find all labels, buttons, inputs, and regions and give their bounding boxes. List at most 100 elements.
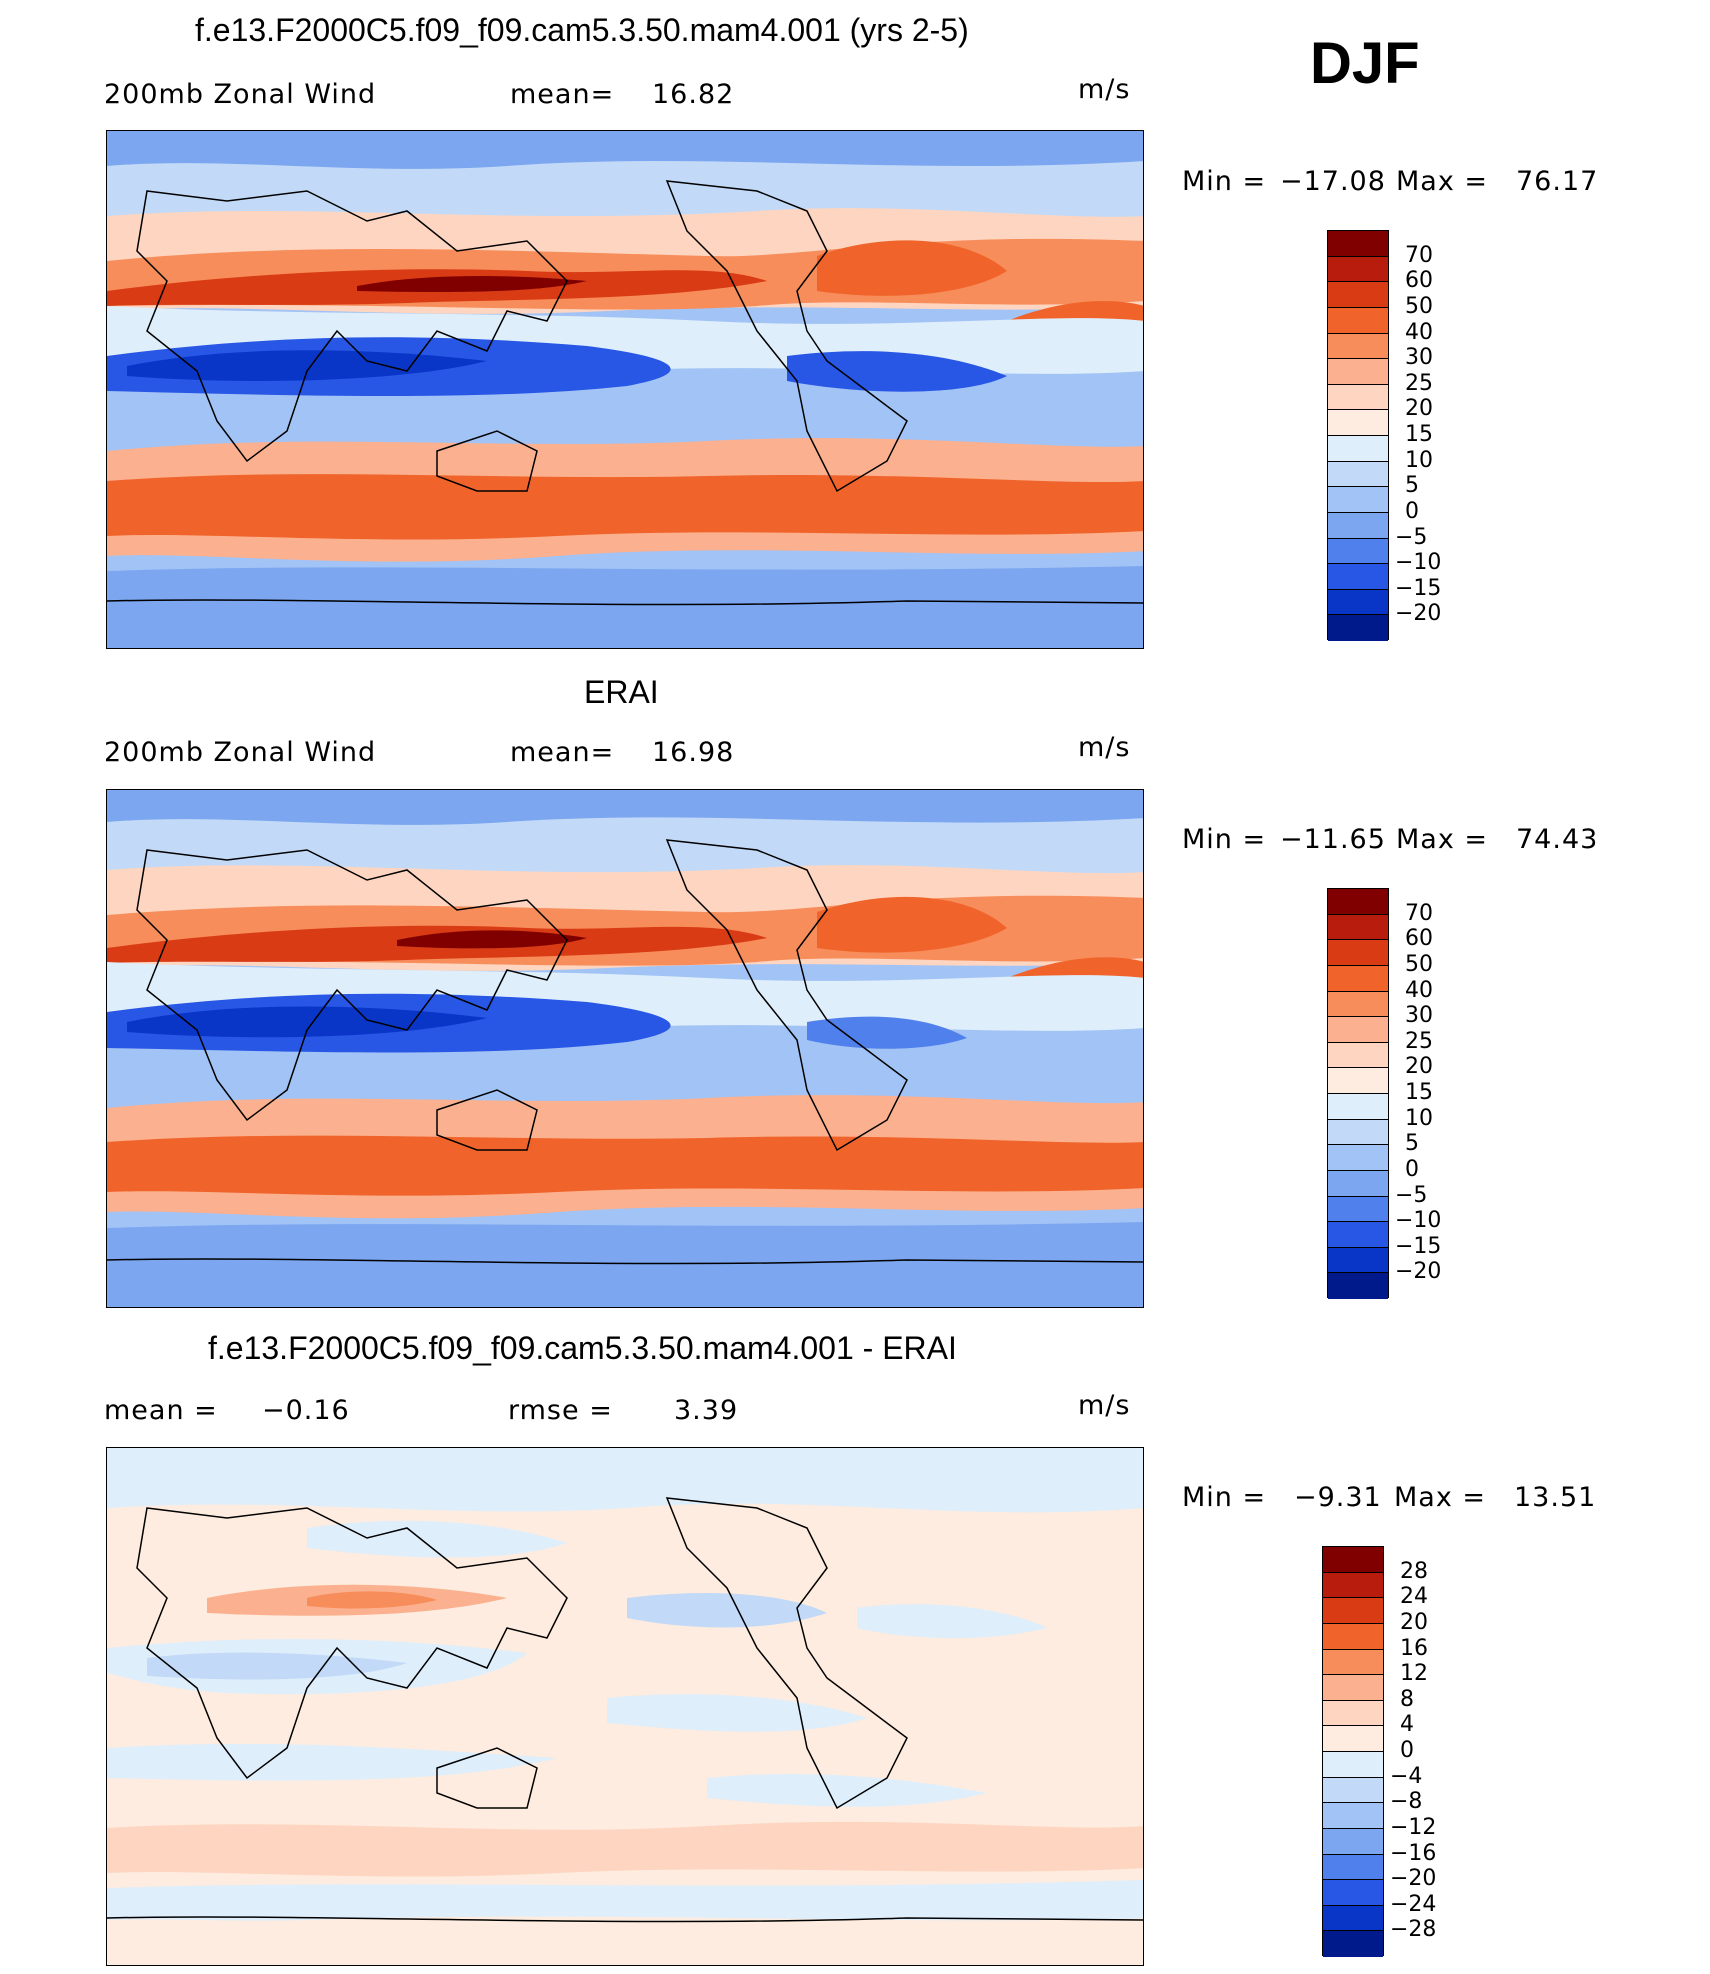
panel-1-min-value: −17.08 [1280,166,1386,197]
colorbar-tick-label: −5 [1395,1182,1428,1208]
panel-3-min-label: Min = [1182,1482,1267,1513]
colorbar-tick-label: 30 [1405,345,1433,371]
colorbar-tick-label: −8 [1390,1789,1423,1815]
panel-1-min-label: Min = [1182,166,1267,197]
colorbar-tick-label: 25 [1405,370,1433,396]
colorbar-cell [1328,940,1388,966]
panel-2-max-label: Max = [1396,824,1489,855]
colorbar-cell [1328,384,1388,411]
colorbar-cell [1323,1700,1383,1727]
colorbar-tick-label: 15 [1405,422,1433,447]
panel-3-min-value: −9.31 [1294,1482,1382,1513]
colorbar-tick-label: −10 [1395,1208,1442,1234]
colorbar-tick-label: 0 [1405,498,1419,524]
panel-1-max-value: 76.17 [1516,166,1599,197]
colorbar-cell [1323,1777,1383,1804]
colorbar-tick-label: 16 [1400,1635,1428,1661]
panel-3-max-label: Max = [1394,1482,1487,1513]
colorbar-tick-label: −15 [1395,575,1442,601]
panel-3-colorbar [1322,1546,1384,1957]
colorbar-cell [1328,333,1388,360]
colorbar-cell [1328,1170,1388,1197]
panel-2-colorbar [1327,888,1389,1299]
panel-1-variable-label: 200mb Zonal Wind [104,79,377,110]
colorbar-tick-label: 15 [1405,1080,1433,1105]
panel-1-mean-label: mean= [510,79,615,110]
panel-2-units: m/s [1078,732,1131,763]
colorbar-cell [1328,965,1388,992]
colorbar-tick-label: 40 [1405,977,1433,1003]
colorbar-tick-label: 30 [1405,1003,1433,1029]
colorbar-tick-label: 60 [1405,926,1433,952]
panel-1-mean-value: 16.82 [652,79,735,110]
colorbar-cell [1328,1145,1388,1171]
panel-1-colorbar [1327,230,1389,641]
colorbar-tick-label: 20 [1400,1609,1428,1635]
panel-2-max-value: 74.43 [1516,824,1599,855]
season-label: DJF [1310,31,1420,96]
panel-3-rmse-label: rmse = [508,1395,613,1426]
colorbar-cell [1328,1068,1388,1094]
colorbar-cell [1323,1547,1383,1573]
colorbar-cell [1323,1726,1383,1752]
colorbar-tick-label: 28 [1400,1558,1428,1584]
colorbar-cell [1328,991,1388,1018]
panel-3-mean-label: mean = [104,1395,218,1426]
colorbar-tick-label: 8 [1400,1686,1414,1712]
colorbar-tick-label: −28 [1390,1917,1437,1943]
colorbar-cell [1323,1854,1383,1881]
panel-1-map [106,130,1144,649]
colorbar-tick-label: 20 [1405,1054,1433,1080]
colorbar-cell [1323,1623,1383,1650]
colorbar-cell [1323,1598,1383,1624]
colorbar-cell [1328,1247,1388,1274]
colorbar-tick-label: 0 [1405,1156,1419,1182]
colorbar-cell [1328,1273,1388,1299]
colorbar-cell [1328,1042,1388,1069]
colorbar-cell [1328,538,1388,565]
panel-1-contour-field [107,131,1143,648]
panel-1-title: f.e13.F2000C5.f09_f09.cam5.3.50.mam4.001… [195,12,969,48]
colorbar-cell [1328,410,1388,436]
colorbar-cell [1328,1017,1388,1043]
panel-3-rmse-value: 3.39 [674,1395,739,1426]
colorbar-tick-label: 50 [1405,951,1433,977]
colorbar-cell [1328,307,1388,334]
colorbar-cell [1323,1905,1383,1932]
panel-3-units: m/s [1078,1390,1131,1421]
colorbar-tick-label: 50 [1405,293,1433,319]
colorbar-cell [1323,1675,1383,1701]
panel-2-mean-value: 16.98 [652,737,735,768]
panel-3-contour-field [107,1448,1143,1965]
colorbar-tick-label: −20 [1395,1259,1442,1285]
colorbar-tick-label: 20 [1405,396,1433,422]
panel-3-max-value: 13.51 [1514,1482,1597,1513]
colorbar-cell [1328,1196,1388,1223]
colorbar-tick-label: 60 [1405,268,1433,294]
colorbar-tick-label: −20 [1395,601,1442,627]
colorbar-cell [1323,1931,1383,1957]
colorbar-cell [1328,564,1388,590]
colorbar-cell [1328,436,1388,462]
colorbar-tick-label: −4 [1390,1763,1423,1789]
panel-1-units: m/s [1078,74,1131,105]
panel-2-mean-label: mean= [510,737,615,768]
colorbar-tick-label: 10 [1405,1105,1433,1131]
colorbar-tick-label: 24 [1400,1584,1428,1610]
colorbar-tick-label: 70 [1405,900,1433,926]
colorbar-tick-label: 10 [1405,447,1433,473]
colorbar-cell [1323,1649,1383,1676]
panel-3-mean-value: −0.16 [262,1395,350,1426]
colorbar-tick-label: −15 [1395,1233,1442,1259]
panel-2-min-value: −11.65 [1280,824,1386,855]
colorbar-tick-label: −16 [1390,1840,1437,1866]
colorbar-cell [1328,461,1388,488]
panel-2-title: ERAI [584,674,659,710]
colorbar-tick-label: 0 [1400,1738,1414,1763]
colorbar-cell [1328,487,1388,513]
colorbar-cell [1323,1880,1383,1906]
colorbar-tick-label: 25 [1405,1028,1433,1054]
panel-2-contour-field [107,790,1143,1307]
colorbar-cell [1328,889,1388,915]
colorbar-cell [1323,1803,1383,1829]
